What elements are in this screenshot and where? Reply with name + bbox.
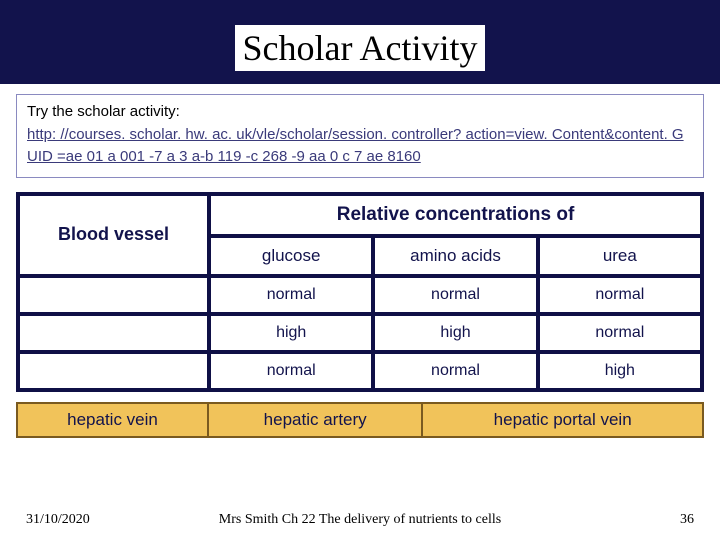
footer-date: 31/10/2020 (26, 512, 193, 528)
cell-value: high (540, 354, 700, 388)
activity-link[interactable]: http: //courses. scholar. hw. ac. uk/vle… (27, 126, 684, 166)
subheader-urea: urea (540, 238, 700, 274)
footer-credit: Mrs Smith Ch 22 The delivery of nutrient… (193, 512, 527, 528)
cell-value: high (375, 316, 535, 350)
row-label (20, 316, 207, 350)
cell-value: normal (211, 354, 371, 388)
concentration-table: Blood vessel Relative concentrations of … (16, 192, 704, 392)
legend-hepatic-artery: hepatic artery (208, 403, 422, 437)
cell-value: high (211, 316, 371, 350)
slide-title: Scholar Activity (235, 25, 486, 71)
header-relative-concentrations: Relative concentrations of (211, 196, 700, 234)
table-row: normal normal normal (20, 278, 700, 312)
cell-value: normal (375, 278, 535, 312)
cell-value: normal (540, 278, 700, 312)
cell-value: normal (211, 278, 371, 312)
legend-hepatic-portal-vein: hepatic portal vein (422, 403, 703, 437)
title-bar: Scholar Activity (0, 0, 720, 84)
activity-intro: Try the scholar activity: (27, 101, 693, 124)
cell-value: normal (375, 354, 535, 388)
header-blood-vessel: Blood vessel (20, 196, 207, 274)
table-row: normal normal high (20, 354, 700, 388)
legend-table: hepatic vein hepatic artery hepatic port… (16, 402, 704, 438)
subheader-glucose: glucose (211, 238, 371, 274)
row-label (20, 278, 207, 312)
subheader-amino-acids: amino acids (375, 238, 535, 274)
slide-footer: 31/10/2020 Mrs Smith Ch 22 The delivery … (0, 512, 720, 528)
legend-hepatic-vein: hepatic vein (17, 403, 208, 437)
footer-page-number: 36 (527, 512, 694, 528)
activity-box: Try the scholar activity: http: //course… (16, 94, 704, 178)
cell-value: normal (540, 316, 700, 350)
table-row: high high normal (20, 316, 700, 350)
concentration-table-wrap: Blood vessel Relative concentrations of … (16, 192, 704, 438)
row-label (20, 354, 207, 388)
